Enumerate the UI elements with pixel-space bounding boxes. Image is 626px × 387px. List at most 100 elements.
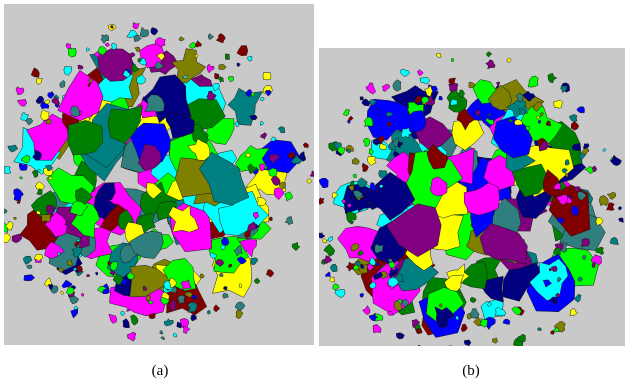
segment-region: [187, 138, 211, 161]
segment-region: [511, 163, 550, 198]
segment-fragment: [169, 277, 178, 289]
segment-fragment: [64, 220, 70, 226]
segment-fragment: [228, 263, 233, 268]
segment-fragment: [173, 333, 178, 338]
segment-fragment: [187, 302, 198, 313]
segment-fragment: [284, 216, 294, 226]
segment-fragment: [495, 306, 506, 317]
segment-fragment: [549, 267, 553, 272]
segment-fragment: [395, 332, 405, 340]
segment-fragment: [46, 207, 55, 216]
segment-fragment: [610, 154, 622, 166]
segment-fragment: [128, 52, 136, 58]
segment-fragment: [485, 51, 493, 58]
segment-fragment: [506, 57, 512, 63]
segment-fragment: [595, 217, 604, 226]
segment-fragment: [61, 279, 73, 289]
segment-fragment: [77, 64, 84, 70]
segment-fragment: [132, 22, 140, 30]
segment-fragment: [178, 36, 185, 42]
segment-fragment: [522, 90, 536, 102]
segment-fragment: [163, 318, 174, 327]
segment-fragment: [17, 99, 27, 107]
segment-region: [136, 212, 156, 234]
segment-fragment: [486, 302, 493, 307]
segment-fragment: [98, 46, 107, 56]
segment-fragment: [40, 213, 52, 222]
segment-fragment: [126, 30, 138, 38]
segment-fragment: [156, 52, 165, 61]
segment-fragment: [60, 291, 65, 295]
segment-region: [146, 182, 163, 200]
segment-fragment: [269, 216, 273, 221]
segment-fragment: [537, 120, 542, 124]
segment-fragment: [160, 336, 166, 340]
segment-fragment: [424, 85, 433, 98]
segment-fragment: [332, 283, 340, 291]
segment-fragment: [23, 274, 35, 282]
segment-fragment: [44, 99, 50, 105]
segment-fragment: [400, 68, 411, 77]
segment-fragment: [347, 203, 352, 208]
segment-fragment: [215, 259, 225, 267]
segment-fragment: [236, 45, 249, 56]
segment-fragment: [45, 164, 53, 172]
segment-fragment: [537, 327, 542, 331]
segment-fragment: [31, 169, 39, 178]
segment-fragment: [374, 243, 384, 254]
segment-fragment: [543, 279, 552, 288]
segment-fragment: [365, 82, 376, 95]
segment-fragment: [69, 296, 79, 305]
segment-fragment: [417, 69, 424, 76]
segment-fragment: [190, 314, 197, 322]
segment-fragment: [379, 142, 387, 150]
segment-fragment: [557, 216, 564, 224]
segment-fragment: [569, 308, 578, 316]
segment-fragment: [134, 46, 141, 53]
segment-fragment: [168, 299, 177, 312]
segment-fragment: [288, 151, 296, 159]
segment-fragment: [36, 78, 43, 85]
segment-fragment: [329, 276, 335, 283]
segment-region: [529, 258, 569, 301]
segment-fragment: [218, 272, 224, 277]
segment-fragment: [145, 294, 152, 302]
segment-fragment: [381, 84, 390, 92]
segment-fragment: [378, 170, 388, 179]
segment-fragment: [469, 296, 477, 303]
segment-fragment: [209, 252, 218, 259]
segment-fragment: [252, 211, 259, 220]
segment-fragment: [361, 98, 371, 107]
segment-fragment: [234, 301, 246, 311]
segment-fragment: [110, 261, 119, 272]
segment-fragment: [71, 246, 83, 258]
segment-fragment: [578, 152, 586, 160]
panel-label-b: (b): [462, 363, 480, 379]
segment-region: [138, 144, 162, 172]
segment-fragment: [206, 90, 217, 101]
segment-fragment: [59, 80, 66, 88]
segment-fragment: [130, 314, 139, 326]
segment-fragment: [387, 276, 400, 288]
segment-fragment: [122, 318, 130, 329]
segment-region: [171, 48, 206, 84]
segment-fragment: [553, 99, 563, 109]
segment-fragment: [35, 96, 44, 104]
segment-fragment: [236, 256, 247, 265]
segment-fragment: [368, 256, 376, 266]
segment-fragment: [136, 73, 146, 85]
segment-fragment: [260, 96, 265, 102]
segment-fragment: [346, 149, 352, 153]
segment-fragment: [199, 273, 205, 279]
segment-fragment: [357, 249, 364, 256]
segment-fragment: [416, 328, 423, 335]
segment-fragment: [556, 194, 568, 206]
segment-fragment: [492, 337, 498, 344]
segment-fragment: [57, 251, 61, 256]
segment-fragment: [245, 152, 251, 158]
segment-region: [144, 94, 165, 113]
segment-fragment: [213, 304, 221, 313]
segment-fragment: [126, 331, 137, 342]
segment-fragment: [527, 75, 539, 88]
segment-fragment: [400, 127, 413, 139]
